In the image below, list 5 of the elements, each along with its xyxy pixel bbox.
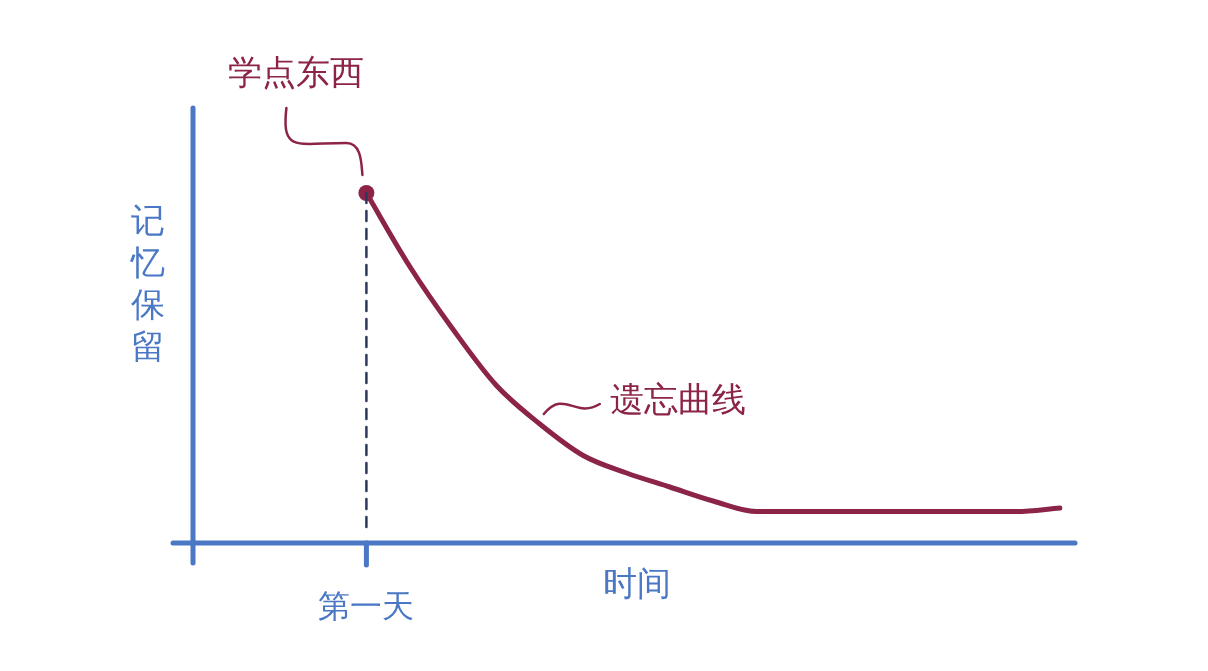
y-axis-title: 记忆保留 <box>130 199 165 366</box>
x-axis-title: 时间 <box>602 562 671 603</box>
text: 第一天 <box>318 587 415 626</box>
annotation: 遗忘曲线 <box>609 378 746 419</box>
text: 学点东西 <box>228 51 365 92</box>
